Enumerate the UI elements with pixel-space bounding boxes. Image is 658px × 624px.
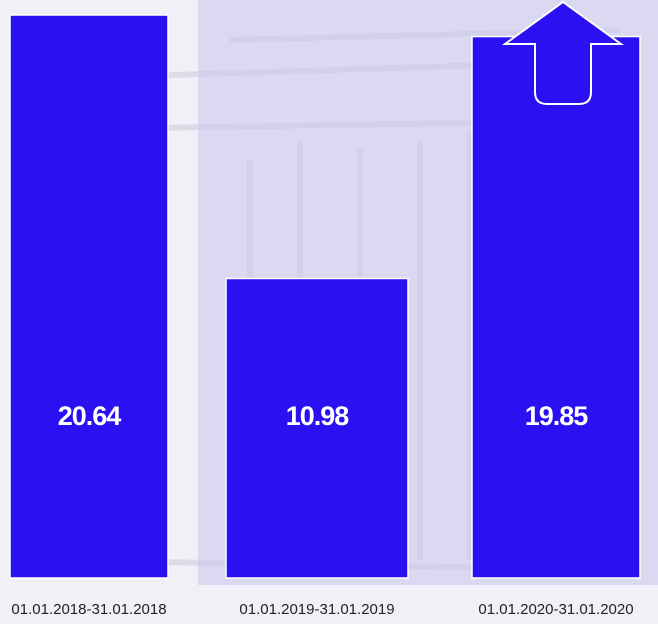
data-label: 19.85 — [525, 401, 589, 431]
x-tick-label: 01.01.2018-31.01.2018 — [11, 601, 166, 618]
bar — [225, 277, 409, 579]
x-tick-label: 01.01.2020-31.01.2020 — [478, 601, 633, 618]
bar — [9, 14, 169, 579]
bar — [471, 35, 641, 579]
data-label: 20.64 — [58, 401, 122, 431]
x-tick-label: 01.01.2019-31.01.2019 — [239, 601, 394, 618]
data-label: 10.98 — [286, 401, 350, 431]
up-arrow — [501, 0, 625, 105]
bars — [9, 14, 641, 579]
